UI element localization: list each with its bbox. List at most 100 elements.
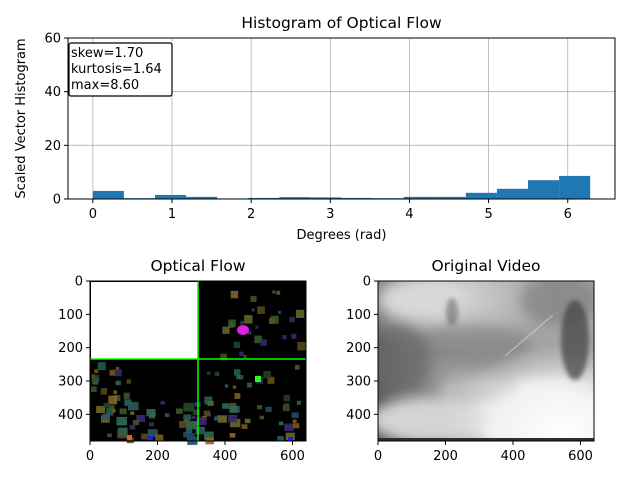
motion-blob [130, 411, 135, 415]
y-tick-label: 100 [58, 308, 83, 323]
stats-skew: skew=1.70 [71, 46, 143, 61]
histogram-panel: 0 1 2 3 4 5 6 0 20 40 60 Histogram of Optical Flo… [14, 14, 616, 243]
motion-blob [276, 290, 281, 295]
motion-blob [96, 405, 106, 414]
y-tick-label: 0 [363, 275, 371, 290]
motion-blob [114, 395, 121, 401]
motion-blob [250, 295, 257, 302]
histogram-bar [186, 196, 218, 199]
motion-blob [291, 412, 299, 419]
motion-blob [103, 402, 110, 409]
motion-blob [224, 384, 229, 388]
motion-blob [257, 405, 263, 410]
x-tick-label: 0 [86, 449, 94, 464]
motion-blob [255, 325, 259, 329]
motion-blob [296, 400, 301, 405]
motion-blob [109, 369, 116, 376]
motion-blob [116, 380, 122, 386]
motion-blob [267, 376, 275, 384]
original-video-title: Original Video [431, 257, 540, 275]
x-tick-label: 0 [374, 449, 382, 464]
motion-blob [251, 308, 255, 312]
motion-blob [232, 385, 237, 389]
motion-blob [292, 419, 297, 423]
motion-blob [192, 409, 200, 415]
histogram-bar [310, 197, 342, 199]
x-tick-label: 200 [433, 449, 458, 464]
optical-flow-title: Optical Flow [150, 257, 245, 275]
motion-blob [291, 333, 297, 339]
optical-flow-y-ticks: 0 100 200 300 400 [58, 275, 90, 423]
histogram-bar [527, 180, 560, 199]
y-tick-label: 60 [44, 32, 61, 47]
motion-blob [115, 366, 120, 371]
histogram-bars [92, 175, 591, 199]
motion-blob [284, 403, 290, 409]
motion-blob [259, 415, 265, 420]
motion-blob [230, 290, 239, 299]
motion-blob [94, 369, 99, 374]
motion-blob [91, 377, 99, 385]
motion-blob [129, 424, 136, 430]
x-tick-label: 6 [564, 207, 572, 222]
y-tick-label: 0 [53, 193, 61, 208]
motion-blob [263, 370, 271, 379]
motion-blob [183, 431, 191, 438]
y-tick-label: 100 [346, 308, 371, 323]
motion-blob-orange [127, 435, 132, 440]
motion-blob [207, 371, 211, 375]
motion-blob [100, 388, 108, 395]
motion-blob [292, 423, 300, 429]
stats-kurtosis: kurtosis=1.64 [71, 62, 162, 77]
motion-blob [222, 326, 230, 334]
motion-blob [148, 413, 156, 419]
motion-blob [284, 423, 294, 432]
optical-flow-panel: Optical Flow 0 200 400 600 0 100 200 300 400 [58, 257, 307, 464]
motion-blob [133, 420, 140, 426]
motion-blob [222, 403, 229, 409]
motion-blob [247, 330, 252, 335]
motion-blob [244, 418, 251, 424]
y-tick-label: 40 [44, 85, 61, 100]
motion-blob [236, 375, 241, 380]
motion-blob [176, 408, 183, 414]
motion-blob [136, 414, 145, 422]
motion-blob [101, 414, 110, 420]
motion-blob [183, 414, 192, 421]
motion-blob [233, 369, 241, 376]
original-video-y-ticks: 0 100 200 300 400 [346, 275, 378, 423]
motion-blob [229, 405, 239, 413]
motion-blob [155, 434, 164, 442]
motion-blob [185, 428, 193, 434]
histogram-bar [403, 196, 435, 199]
motion-blob [277, 436, 284, 442]
histogram-bar [559, 175, 591, 199]
motion-blob [229, 433, 236, 438]
histogram-bar [465, 192, 497, 199]
motion-blob [119, 427, 128, 435]
motion-blob [220, 353, 228, 361]
x-tick-label: 5 [484, 207, 492, 222]
y-tick-label: 0 [75, 275, 83, 290]
motion-blob [108, 395, 118, 405]
motion-blob [114, 369, 122, 377]
histogram-bar [279, 197, 311, 199]
histogram-bar [341, 197, 373, 199]
motion-blob [203, 410, 211, 416]
motion-blob [123, 392, 130, 399]
motion-blob [128, 401, 139, 411]
motion-blob [126, 437, 134, 444]
motion-blob [265, 406, 272, 412]
motion-blob [186, 433, 195, 440]
y-tick-label: 400 [346, 408, 371, 423]
motion-blob [227, 414, 238, 423]
x-tick-label: 4 [405, 207, 413, 222]
motion-blob [238, 374, 244, 380]
histogram-x-label: Degrees (rad) [297, 228, 387, 243]
motion-blob [146, 408, 156, 417]
motion-blob [234, 393, 241, 399]
original-video-frame [377, 280, 595, 442]
motion-blob [239, 351, 244, 357]
motion-blob [246, 382, 252, 388]
motion-blob-magenta [237, 325, 249, 335]
